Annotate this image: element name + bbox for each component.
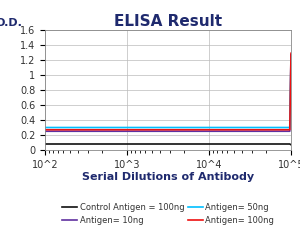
Antigen= 100ng <box>289 52 293 55</box>
Antigen= 100ng <box>277 128 281 131</box>
Antigen= 10ng <box>89 130 92 133</box>
Antigen= 10ng <box>43 130 47 133</box>
Antigen= 50ng <box>89 126 92 129</box>
Antigen= 10ng <box>289 53 293 56</box>
Text: O.D.: O.D. <box>0 18 23 28</box>
Legend: Control Antigen = 100ng, Antigen= 10ng, Antigen= 50ng, Antigen= 100ng: Control Antigen = 100ng, Antigen= 10ng, … <box>59 200 277 228</box>
Antigen= 100ng <box>58 128 61 131</box>
Antigen= 10ng <box>277 130 281 133</box>
Antigen= 50ng <box>109 126 112 129</box>
Antigen= 50ng <box>268 126 272 129</box>
Antigen= 50ng <box>53 126 57 129</box>
X-axis label: Serial Dilutions of Antibody: Serial Dilutions of Antibody <box>82 172 254 182</box>
Line: Antigen= 50ng: Antigen= 50ng <box>45 58 291 128</box>
Antigen= 100ng <box>53 128 57 131</box>
Antigen= 50ng <box>277 126 281 129</box>
Title: ELISA Result: ELISA Result <box>114 14 222 29</box>
Antigen= 100ng <box>89 128 92 131</box>
Antigen= 100ng <box>268 128 272 131</box>
Control Antigen = 100ng <box>53 142 57 146</box>
Antigen= 50ng <box>289 57 293 60</box>
Control Antigen = 100ng <box>277 142 281 146</box>
Antigen= 50ng <box>58 126 61 129</box>
Antigen= 50ng <box>43 126 47 129</box>
Antigen= 10ng <box>268 130 272 133</box>
Antigen= 10ng <box>109 130 112 133</box>
Line: Control Antigen = 100ng: Control Antigen = 100ng <box>45 144 291 145</box>
Antigen= 10ng <box>58 130 61 133</box>
Control Antigen = 100ng <box>268 142 272 146</box>
Control Antigen = 100ng <box>58 142 61 146</box>
Control Antigen = 100ng <box>89 142 92 146</box>
Antigen= 100ng <box>109 128 112 131</box>
Line: Antigen= 100ng: Antigen= 100ng <box>45 53 291 130</box>
Control Antigen = 100ng <box>289 143 293 146</box>
Antigen= 100ng <box>43 128 47 131</box>
Control Antigen = 100ng <box>109 142 112 146</box>
Antigen= 10ng <box>53 130 57 133</box>
Control Antigen = 100ng <box>43 142 47 146</box>
Line: Antigen= 10ng: Antigen= 10ng <box>45 55 291 131</box>
